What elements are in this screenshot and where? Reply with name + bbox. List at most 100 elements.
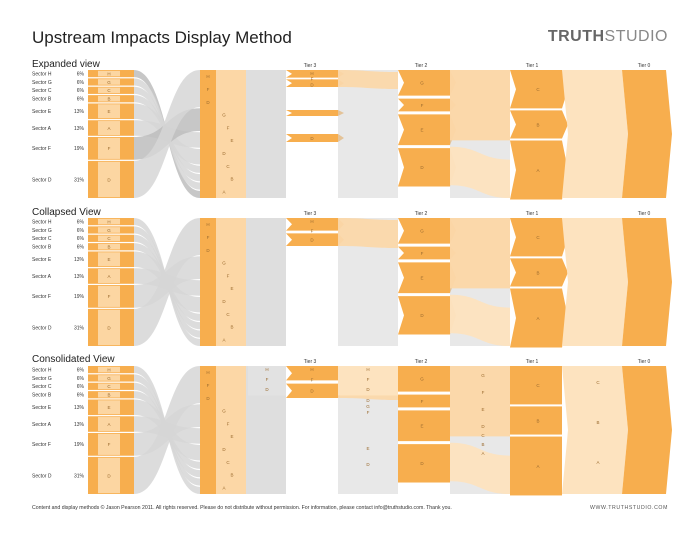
sector-inner — [98, 79, 120, 85]
sector-label: Sector E — [32, 257, 52, 263]
sector-percent: 13% — [74, 422, 85, 428]
tier-header-0: Tier 0 — [638, 211, 651, 217]
tier-2-node — [398, 246, 456, 260]
tier-1-code: A — [536, 316, 539, 321]
column-2-code: E — [230, 286, 233, 291]
sector-code: G — [107, 80, 111, 85]
tier-2-code: G — [420, 377, 424, 382]
sector-inner — [98, 285, 120, 307]
sector-label: Sector A — [32, 422, 52, 428]
sector-code: D — [107, 325, 111, 330]
sector-inner — [98, 104, 120, 119]
sector-percent: 6% — [77, 228, 85, 234]
column-2-accent — [200, 366, 216, 494]
sector-inner — [98, 70, 120, 77]
sector-label: Sector F — [32, 294, 51, 300]
column-2-code: D — [222, 299, 226, 304]
tier-3-code: D — [366, 462, 370, 467]
sector-label: Sector G — [32, 228, 52, 234]
tier-3-flow — [338, 70, 398, 89]
tier-header-3: Tier 3 — [304, 359, 317, 365]
tier-3-code: H — [310, 219, 313, 224]
sector-label: Sector B — [32, 97, 52, 103]
column-2-code: H — [206, 74, 209, 79]
tier-2-code: C — [481, 433, 485, 438]
tier-2-code: F — [421, 251, 424, 256]
tier-3-code: D — [310, 82, 314, 87]
tier-1-code: B — [536, 418, 539, 423]
sector-code: F — [108, 146, 111, 151]
tier-2-node — [398, 366, 450, 392]
sector-label: Sector B — [32, 393, 52, 399]
tier-0-node — [622, 70, 672, 198]
tier-0-node — [622, 218, 672, 346]
tier-1-code: A — [536, 168, 539, 173]
consolidated-code: F — [266, 377, 269, 382]
tier-1-node — [510, 366, 562, 405]
tier-header-2: Tier 2 — [415, 359, 428, 365]
sector-percent: 13% — [74, 274, 85, 280]
consolidated-code: H — [265, 367, 268, 372]
sector-code: E — [107, 405, 110, 410]
tier-1-node — [510, 406, 562, 435]
sector-percent: 31% — [74, 473, 85, 479]
tier-3-code: D — [310, 136, 314, 141]
tier-1-tail — [562, 366, 628, 494]
sector-label: Sector A — [32, 126, 52, 132]
tier-header-1: Tier 1 — [526, 211, 539, 217]
column-2-code: D — [222, 447, 226, 452]
column-2-code: D — [206, 396, 210, 401]
tier-2-flow — [450, 366, 510, 437]
footer-copyright: Content and display methods © Jason Pear… — [32, 505, 452, 511]
footer-url: WWW.TRUTHSTUDIO.COM — [590, 505, 668, 511]
column-2-code: F — [207, 383, 210, 388]
sector-inner — [98, 391, 120, 398]
flow-band — [134, 70, 200, 198]
column-2-code: D — [206, 248, 210, 253]
tier-2-node — [398, 262, 456, 294]
tier-1-tail — [562, 218, 628, 346]
column-2-code: C — [226, 460, 230, 465]
sector-inner — [98, 95, 120, 102]
tier-feed-band — [246, 218, 286, 346]
sector-code: D — [107, 177, 111, 182]
sector-percent: 6% — [77, 376, 85, 382]
tier-header-1: Tier 1 — [526, 359, 539, 365]
sector-label: Sector A — [32, 274, 52, 280]
tier-2-node — [398, 98, 456, 112]
sector-inner — [98, 400, 120, 415]
sector-code: C — [107, 384, 111, 389]
tier-2-code: F — [421, 399, 424, 404]
tier-3-code: D — [310, 238, 314, 243]
tier-2-node — [398, 218, 456, 244]
sector-inner — [98, 252, 120, 267]
column-2-code: C — [226, 164, 230, 169]
page-title: Upstream Impacts Display Method — [32, 28, 292, 47]
tier-3-flow — [338, 218, 398, 248]
sector-percent: 6% — [77, 88, 85, 94]
sector-label: Sector H — [32, 219, 52, 225]
sector-label: Sector F — [32, 146, 51, 152]
sector-code: A — [107, 422, 110, 427]
sector-percent: 6% — [77, 71, 85, 77]
tier-1-code: C — [536, 87, 540, 92]
tier-2-code: G — [420, 229, 424, 234]
sector-label: Sector B — [32, 245, 52, 251]
sector-percent: 19% — [74, 294, 85, 300]
column-2-code: G — [222, 113, 226, 118]
tier-header-3: Tier 3 — [304, 211, 317, 217]
sector-percent: 6% — [77, 80, 85, 86]
tier-3-node — [286, 134, 344, 142]
brand-light: STUDIO — [604, 28, 668, 45]
sector-code: F — [108, 294, 111, 299]
flow-band — [134, 218, 200, 346]
sector-code: A — [107, 126, 110, 131]
tier-2-code: D — [420, 165, 424, 170]
tier-2-node — [398, 444, 450, 483]
sector-percent: 13% — [74, 257, 85, 263]
sector-inner — [98, 121, 120, 135]
sector-label: Sector D — [32, 177, 52, 183]
tier-2-node — [398, 114, 456, 146]
column-2-code: F — [207, 235, 210, 240]
